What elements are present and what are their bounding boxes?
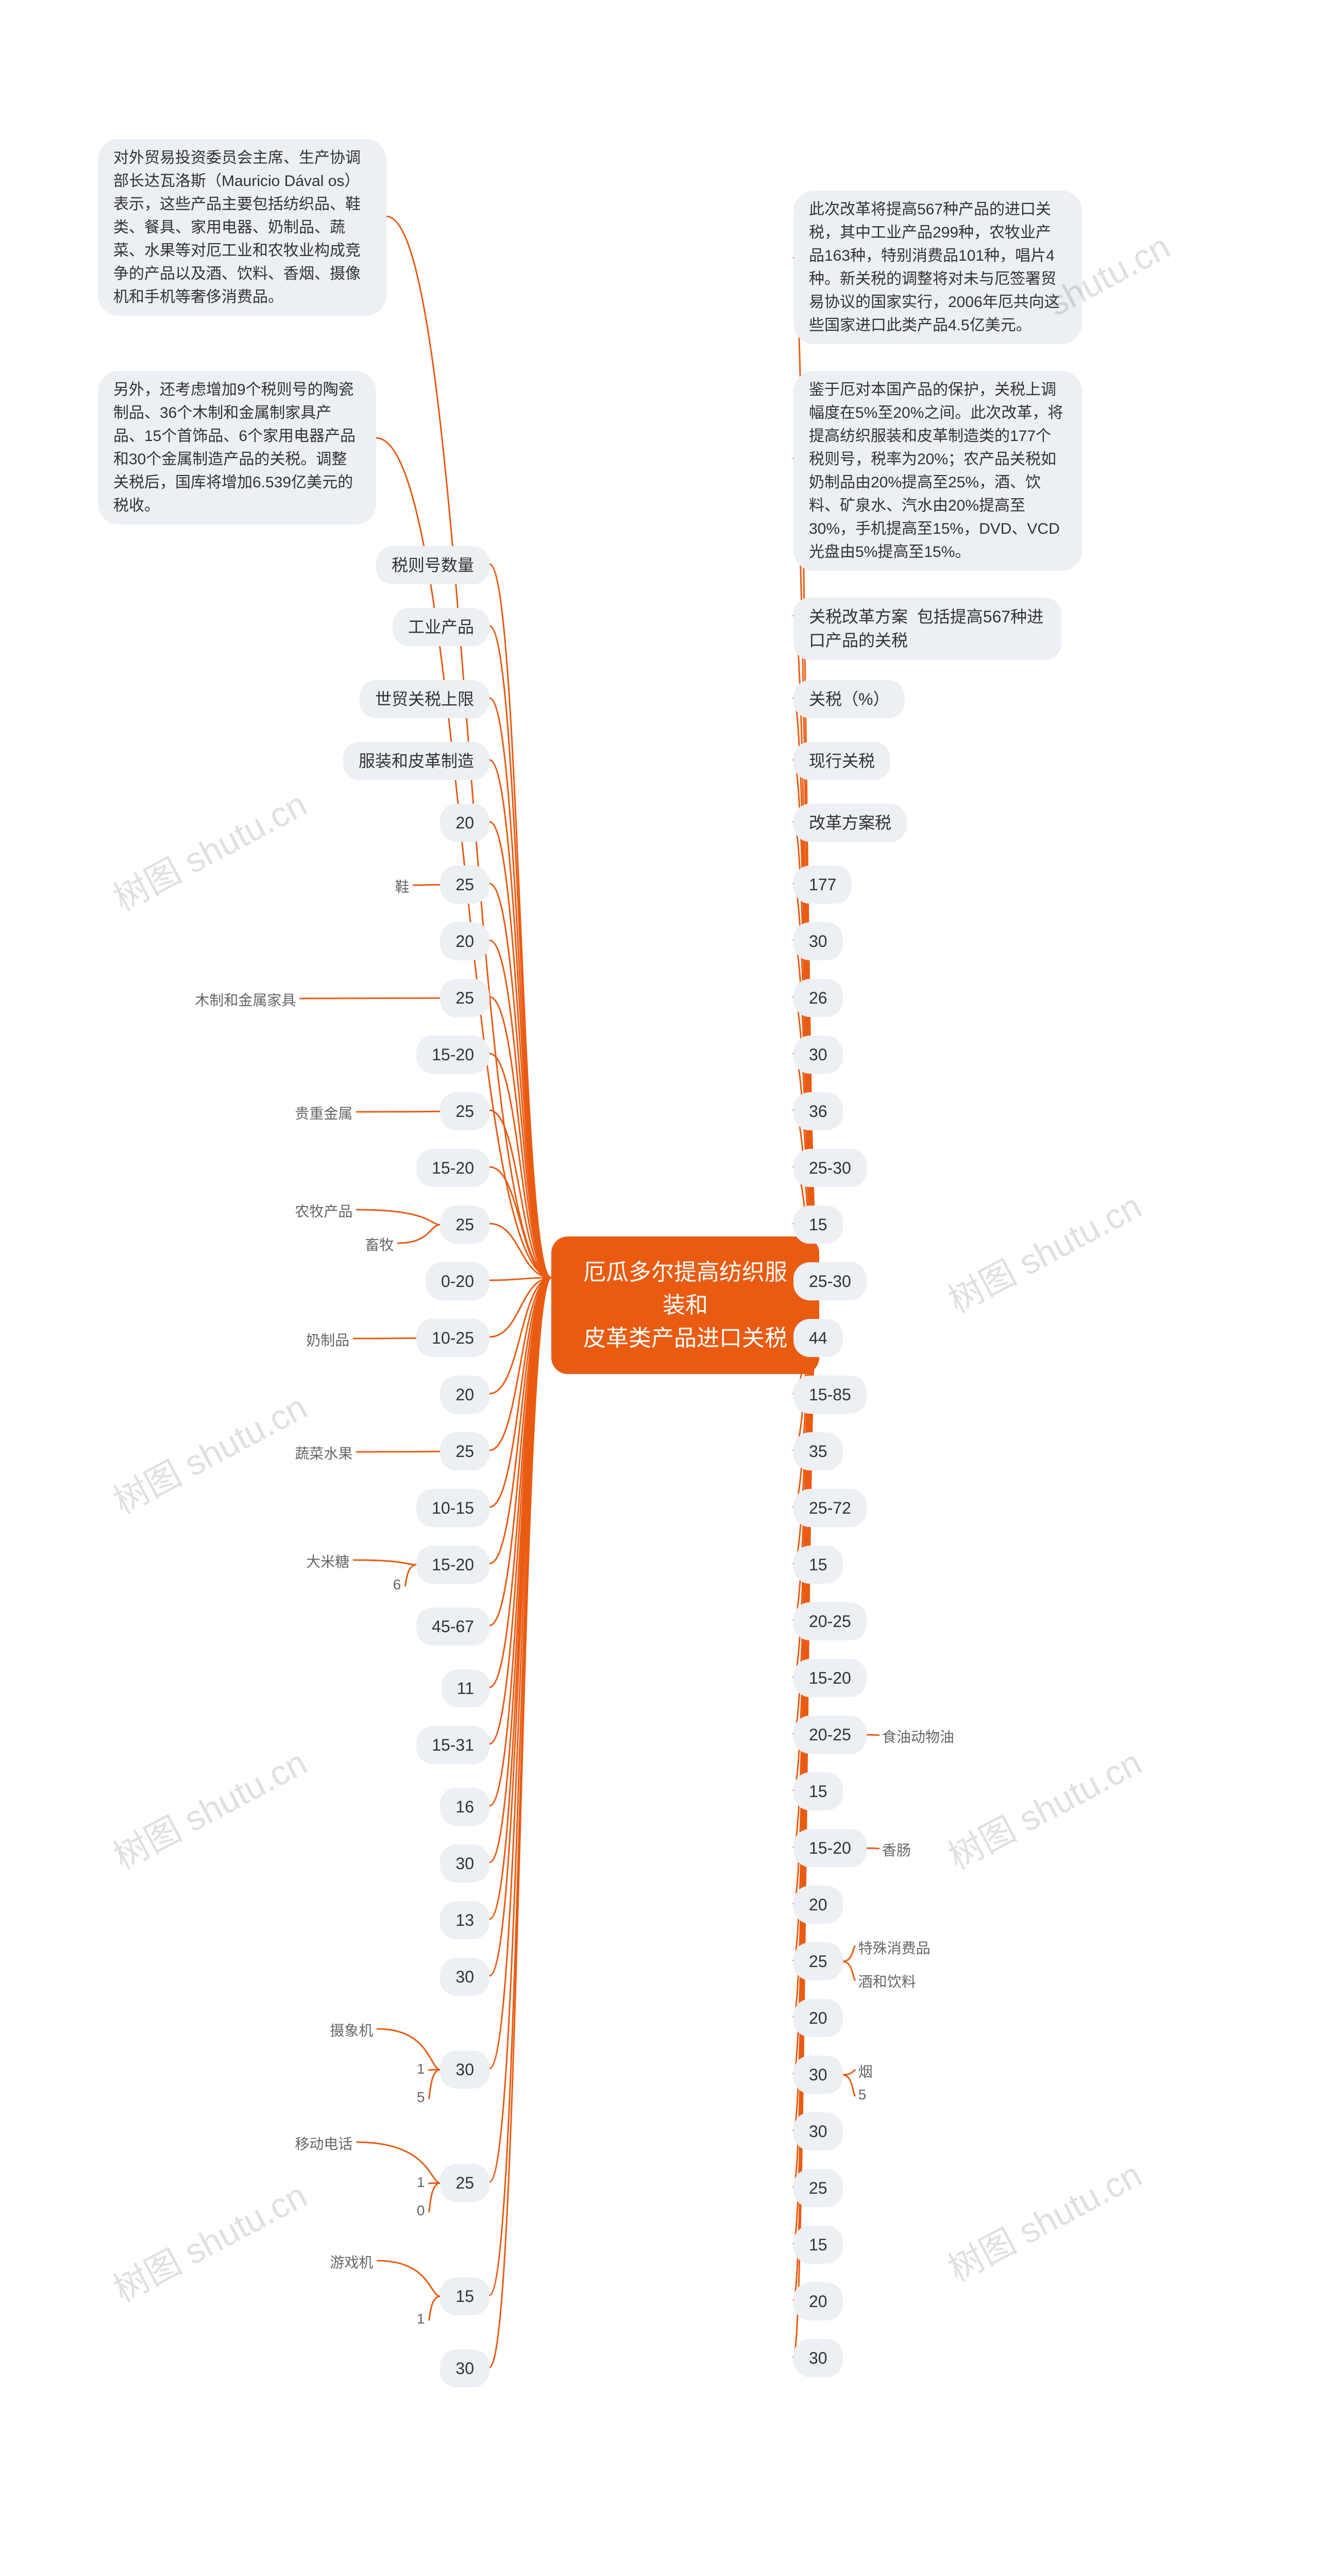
mindmap-node[interactable]: 15-85 (793, 1376, 867, 1414)
node-sublabel: 食油动物油 (882, 1726, 954, 1747)
node-sublabel: 6 (393, 1577, 401, 1593)
mindmap-node[interactable]: 15-20 (416, 1036, 489, 1074)
node-sublabel: 0 (417, 2202, 425, 2219)
watermark: 树图 shutu.cn (938, 1735, 1149, 1879)
mindmap-node[interactable]: 15 (793, 1206, 843, 1244)
mindmap-node[interactable]: 36 (793, 1092, 843, 1130)
mindmap-node[interactable]: 20 (793, 1886, 843, 1924)
mindmap-node[interactable]: 20 (440, 804, 489, 842)
node-sublabel: 奶制品 (306, 1329, 349, 1350)
node-sublabel: 游戏机 (330, 2251, 373, 2272)
mindmap-node[interactable]: 25-72 (793, 1489, 867, 1527)
node-sublabel: 农牧产品 (295, 1200, 352, 1221)
mindmap-node[interactable]: 15-31 (416, 1726, 489, 1764)
mindmap-node[interactable]: 对外贸易投资委员会主席、生产协调部长达瓦洛斯（Mauricio Dával os… (98, 139, 386, 316)
node-sublabel: 1 (417, 2061, 425, 2077)
mindmap-node[interactable]: 20-25 (793, 1602, 867, 1640)
mindmap-node[interactable]: 15-20 (416, 1149, 489, 1187)
mindmap-node[interactable]: 30 (440, 1958, 489, 1996)
node-sublabel: 1 (417, 2174, 425, 2191)
mindmap-node[interactable]: 177 (793, 866, 852, 904)
mindmap-node[interactable]: 30 (440, 2050, 489, 2089)
mindmap-node[interactable]: 此次改革将提高567种产品的进口关税，其中工业产品299种，农牧业产品163种，… (793, 191, 1082, 344)
node-sublabel: 蔬菜水果 (295, 1443, 352, 1463)
watermark: 树图 shutu.cn (103, 2167, 314, 2312)
mindmap-node[interactable]: 15 (793, 1772, 843, 1810)
mindmap-node[interactable]: 26 (793, 979, 843, 1017)
mindmap-node[interactable]: 15 (793, 1546, 843, 1584)
node-sublabel: 5 (858, 2087, 867, 2103)
mindmap-canvas: 厄瓜多尔提高纺织服装和 皮革类产品进口关税 对外贸易投资委员会主席、生产协调部长达… (0, 0, 1319, 2576)
mindmap-node[interactable]: 关税（%） (793, 680, 905, 718)
mindmap-node[interactable]: 35 (793, 1432, 843, 1470)
mindmap-node[interactable]: 服装和皮革制造 (343, 742, 489, 780)
mindmap-node[interactable]: 15 (793, 2226, 843, 2264)
mindmap-node[interactable]: 16 (440, 1788, 489, 1826)
center-node[interactable]: 厄瓜多尔提高纺织服装和 皮革类产品进口关税 (551, 1236, 819, 1374)
mindmap-node[interactable]: 10-15 (416, 1489, 489, 1527)
mindmap-node[interactable]: 改革方案税 (793, 804, 907, 842)
mindmap-node[interactable]: 25 (793, 1942, 843, 1980)
mindmap-node[interactable]: 15 (440, 2277, 489, 2315)
mindmap-node[interactable]: 15-20 (416, 1546, 489, 1584)
node-sublabel: 酒和饮料 (858, 1971, 916, 1991)
mindmap-node[interactable]: 30 (440, 1844, 489, 1883)
mindmap-node[interactable]: 15-20 (793, 1659, 867, 1697)
node-sublabel: 移动电话 (295, 2133, 352, 2154)
mindmap-node[interactable]: 25-30 (793, 1149, 867, 1187)
mindmap-node[interactable]: 关税改革方案 包括提高567种进口产品的关税 (793, 598, 1061, 660)
node-sublabel: 鞋 (395, 876, 409, 896)
mindmap-node[interactable]: 15-20 (793, 1829, 867, 1867)
mindmap-node[interactable]: 25-30 (793, 1262, 867, 1300)
mindmap-node[interactable]: 45-67 (416, 1607, 489, 1646)
mindmap-node[interactable]: 20 (793, 2282, 843, 2320)
node-sublabel: 畜牧 (365, 1234, 394, 1255)
mindmap-node[interactable]: 世贸关税上限 (360, 680, 489, 718)
mindmap-node[interactable]: 25 (793, 2169, 843, 2207)
mindmap-node[interactable]: 鉴于厄对本国产品的保护，关税上调幅度在5%至20%之间。此次改革，将提高纺织服装… (793, 371, 1082, 571)
node-sublabel: 烟 (858, 2061, 873, 2081)
mindmap-node[interactable]: 30 (793, 2056, 843, 2094)
mindmap-node[interactable]: 25 (440, 1092, 489, 1130)
node-sublabel: 5 (417, 2089, 425, 2106)
mindmap-node[interactable]: 30 (793, 2339, 843, 2377)
watermark: 树图 shutu.cn (103, 1379, 314, 1524)
watermark: 树图 shutu.cn (103, 776, 314, 921)
node-sublabel: 贵重金属 (295, 1103, 352, 1123)
mindmap-node[interactable]: 30 (793, 2112, 843, 2150)
mindmap-node[interactable]: 11 (442, 1669, 489, 1707)
mindmap-node[interactable]: 0-20 (426, 1262, 489, 1300)
mindmap-node[interactable]: 25 (440, 866, 489, 904)
mindmap-node[interactable]: 13 (440, 1901, 489, 1939)
mindmap-node[interactable]: 20 (440, 1376, 489, 1414)
mindmap-node[interactable]: 25 (440, 979, 489, 1017)
mindmap-node[interactable]: 30 (440, 2349, 489, 2387)
node-sublabel: 香肠 (882, 1839, 911, 1860)
mindmap-node[interactable]: 20 (793, 1999, 843, 2037)
mindmap-node[interactable]: 30 (793, 922, 843, 960)
mindmap-node[interactable]: 25 (440, 1432, 489, 1470)
mindmap-node[interactable]: 10-25 (416, 1319, 489, 1357)
mindmap-node[interactable]: 44 (793, 1319, 843, 1357)
mindmap-node[interactable]: 现行关税 (793, 742, 890, 780)
node-sublabel: 木制和金属家具 (195, 989, 296, 1010)
node-sublabel: 摄象机 (330, 2020, 373, 2040)
mindmap-node[interactable]: 另外，还考虑增加9个税则号的陶瓷制品、36个木制和金属制家具产品、15个首饰品、… (98, 371, 376, 524)
watermark: 树图 shutu.cn (938, 1178, 1149, 1323)
mindmap-node[interactable]: 25 (440, 2164, 489, 2202)
watermark: 树图 shutu.cn (103, 1735, 314, 1879)
mindmap-node[interactable]: 税则号数量 (376, 546, 489, 584)
watermark: 树图 shutu.cn (938, 2147, 1149, 2292)
mindmap-node[interactable]: 20 (440, 922, 489, 960)
node-sublabel: 大米糖 (306, 1551, 349, 1571)
mindmap-node[interactable]: 25 (440, 1206, 489, 1244)
node-sublabel: 特殊消费品 (858, 1937, 931, 1958)
mindmap-node[interactable]: 30 (793, 1036, 843, 1074)
mindmap-node[interactable]: 20-25 (793, 1716, 867, 1754)
mindmap-node[interactable]: 工业产品 (393, 608, 489, 646)
node-sublabel: 1 (417, 2311, 425, 2327)
